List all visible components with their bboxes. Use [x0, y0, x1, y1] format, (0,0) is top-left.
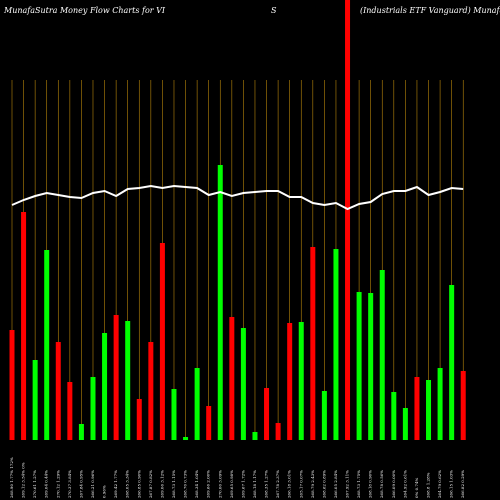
x-tick-label: 266.21 0.96%	[90, 470, 95, 498]
chart-title: S	[271, 6, 277, 15]
x-tick-label: 269.67 1.72%	[240, 470, 245, 498]
bar	[171, 389, 177, 440]
x-tick-label: 268.8 1.28%	[426, 472, 431, 498]
bar	[90, 377, 96, 440]
x-tick-label: 268.18 0.90%	[368, 470, 373, 498]
x-tick-label: 269.65 0.98%	[229, 470, 234, 498]
bar	[402, 408, 408, 440]
x-tick-label: 269.66 2.00%	[206, 470, 211, 498]
x-tick-label: 270.12 1.29%	[55, 470, 60, 498]
x-tick-label: 268.34 1.04%	[194, 470, 199, 498]
bar	[310, 247, 316, 440]
chart-title: MunafaSutra Money Flow Charts for VI	[3, 6, 166, 15]
bar	[333, 249, 339, 440]
x-tick-label: 0.96%	[102, 485, 107, 498]
bar	[345, 0, 351, 440]
x-tick-label: 264.79 0.62%	[437, 470, 442, 498]
bar	[460, 371, 466, 440]
x-tick-label: 266.18 3.01%	[287, 470, 292, 498]
bar	[148, 342, 154, 440]
x-tick-label: 269.06 3.12%	[159, 470, 164, 498]
bar	[229, 317, 235, 440]
x-tick-label: 268.05 3.34%	[125, 470, 130, 498]
bar	[159, 243, 165, 440]
bar	[55, 342, 61, 440]
bar	[275, 423, 281, 440]
x-tick-label: 268.35 1.27%	[264, 470, 269, 498]
bar	[252, 432, 258, 440]
bar	[206, 406, 212, 440]
line	[11, 184, 464, 211]
x-tick-label: 267.84 0.95%	[78, 470, 83, 498]
bar	[287, 323, 293, 440]
bar	[426, 380, 432, 440]
x-tick-label: 266.09 0.00%	[391, 470, 396, 498]
x-tick-label: 266.05 2.84%	[333, 470, 338, 498]
x-tick-label: 268.70 0.73%	[183, 470, 188, 498]
x-tick-label: 267.87 0.82%	[148, 470, 153, 498]
x-tick-label: 270.37 3.84%	[67, 470, 72, 498]
x-tick-label: 266.15 1.03%	[449, 470, 454, 498]
x-tick-label: 268.90 1.77% 172%	[9, 457, 14, 498]
x-tick-label: 268.18 1.17%	[252, 470, 257, 498]
bar	[321, 391, 327, 440]
x-tick-label: 270.00 3.09%	[217, 470, 222, 498]
bar	[183, 437, 189, 440]
bar	[44, 250, 50, 440]
x-tick-label: 266.85 0.90%	[136, 470, 141, 498]
x-tick-label: 268.78 0.56%	[379, 470, 384, 498]
bar	[356, 292, 362, 440]
bar	[217, 165, 223, 440]
x-tick-label: 270.61 1.27%	[32, 470, 37, 498]
x-tick-label: 269.12 3.54% 0%	[21, 462, 26, 498]
bar	[449, 285, 455, 440]
bar	[102, 333, 108, 440]
bar	[32, 360, 38, 440]
bar	[379, 270, 385, 440]
bar	[437, 368, 443, 440]
bar	[78, 424, 84, 440]
bar	[194, 368, 200, 440]
x-tick-label: 268.73 1.75%	[356, 470, 361, 498]
bar	[391, 392, 397, 440]
bar	[21, 212, 27, 440]
x-tick-label: 267.78 2.37%	[275, 470, 280, 498]
bar	[240, 328, 246, 440]
bar	[113, 315, 119, 440]
bar	[67, 382, 73, 440]
bar	[9, 330, 15, 440]
bar	[414, 377, 420, 440]
x-tick-label: 269.42 1.77%	[113, 470, 118, 498]
x-tick-label: 268.73 1.15%	[171, 470, 176, 498]
chart-title: (Industrials ETF Vanguard) MunafaSutra	[360, 6, 500, 15]
bar	[264, 388, 270, 440]
x-tick-label: 265.17 0.07%	[298, 470, 303, 498]
bar	[368, 293, 374, 440]
bar	[298, 322, 304, 440]
x-tick-label: 269.04 0.44%	[44, 470, 49, 498]
x-tick-label: 268.62 0.89%	[321, 470, 326, 498]
x-tick-label: 268.79 2.43%	[310, 470, 315, 498]
x-tick-label: 267.92 3.11%	[345, 470, 350, 498]
x-tick-label: 0% 0.74%	[414, 477, 419, 498]
x-tick-label: 266.82 0.29%	[460, 470, 465, 498]
bar	[125, 321, 131, 440]
bar	[136, 399, 142, 440]
x-tick-label: 264.92 0.61%	[402, 470, 407, 498]
